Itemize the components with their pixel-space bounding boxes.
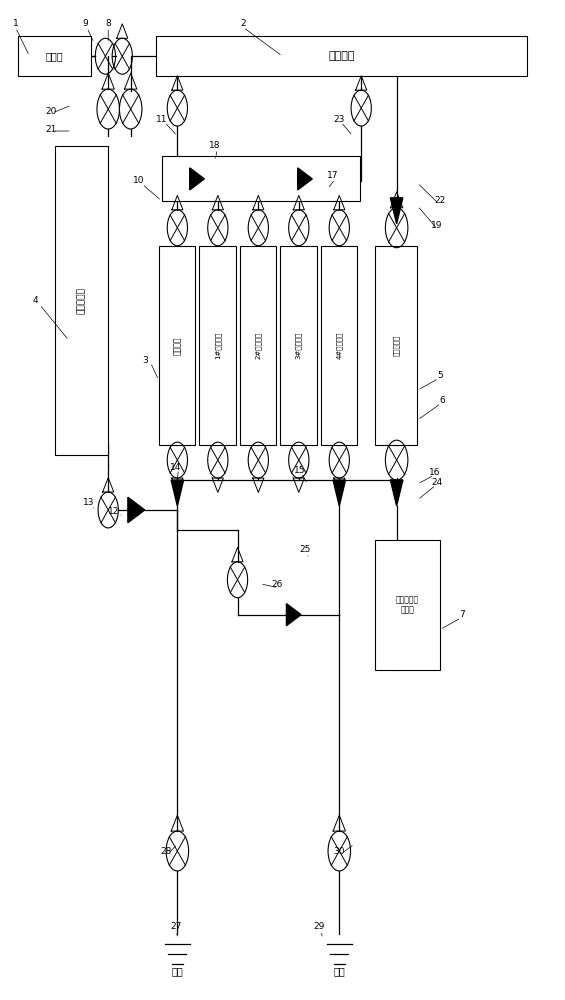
Bar <box>199 246 236 445</box>
Bar <box>18 36 92 76</box>
Text: 1: 1 <box>12 19 18 28</box>
Text: 1#压载水舱: 1#压载水舱 <box>214 332 221 359</box>
Text: 液水离排泵: 液水离排泵 <box>393 335 399 356</box>
Bar <box>280 246 317 445</box>
Text: 舷外: 舷外 <box>172 966 183 976</box>
Bar <box>55 146 108 455</box>
Polygon shape <box>298 168 312 190</box>
Polygon shape <box>286 604 301 626</box>
Text: 19: 19 <box>431 221 443 230</box>
Text: 12: 12 <box>108 507 120 516</box>
Text: 3: 3 <box>142 356 147 365</box>
Polygon shape <box>390 480 403 506</box>
Text: 海水总管: 海水总管 <box>328 51 355 61</box>
Text: 压载水泵: 压载水泵 <box>172 336 181 355</box>
Polygon shape <box>333 480 345 506</box>
Text: 11: 11 <box>156 115 167 124</box>
Text: 26: 26 <box>271 580 282 589</box>
Text: 10: 10 <box>133 176 145 185</box>
Text: 17: 17 <box>327 171 339 180</box>
Text: 27: 27 <box>170 922 181 931</box>
Bar <box>375 540 440 670</box>
Polygon shape <box>171 480 184 506</box>
Text: 15: 15 <box>294 466 305 475</box>
Text: 海水滤清器: 海水滤清器 <box>77 287 86 314</box>
Text: 14: 14 <box>170 463 181 472</box>
Text: 海底门: 海底门 <box>46 51 64 61</box>
Text: 25: 25 <box>299 545 311 554</box>
Text: 21: 21 <box>45 125 57 134</box>
Text: 16: 16 <box>428 468 440 477</box>
Bar <box>321 246 357 445</box>
Text: 8: 8 <box>105 19 111 28</box>
Text: 被冷水冷却
的设备: 被冷水冷却 的设备 <box>396 595 419 614</box>
Text: 3#压载水舱: 3#压载水舱 <box>295 332 302 359</box>
Text: 2: 2 <box>240 19 246 28</box>
Text: 6: 6 <box>440 396 446 405</box>
Text: 29: 29 <box>314 922 325 931</box>
Bar <box>162 156 360 201</box>
Polygon shape <box>390 198 403 224</box>
Bar <box>156 36 527 76</box>
Text: 7: 7 <box>459 610 466 619</box>
Bar <box>159 246 195 445</box>
Bar <box>240 246 276 445</box>
Text: 30: 30 <box>333 847 345 856</box>
Text: 5: 5 <box>437 371 443 380</box>
Text: 22: 22 <box>434 196 446 205</box>
Text: 20: 20 <box>45 107 57 116</box>
Text: 舷外: 舷外 <box>333 966 345 976</box>
Bar <box>375 246 418 445</box>
Text: 4#压载水舱: 4#压载水舱 <box>336 332 342 359</box>
Text: 23: 23 <box>333 115 345 124</box>
Text: 28: 28 <box>160 847 172 856</box>
Text: 13: 13 <box>83 498 94 507</box>
Text: 24: 24 <box>432 478 443 487</box>
Text: 9: 9 <box>83 19 89 28</box>
Polygon shape <box>128 497 145 523</box>
Text: 2#压载水舱: 2#压载水舱 <box>255 332 262 359</box>
Polygon shape <box>190 168 205 190</box>
Text: 18: 18 <box>209 141 221 150</box>
Text: 4: 4 <box>32 296 38 305</box>
